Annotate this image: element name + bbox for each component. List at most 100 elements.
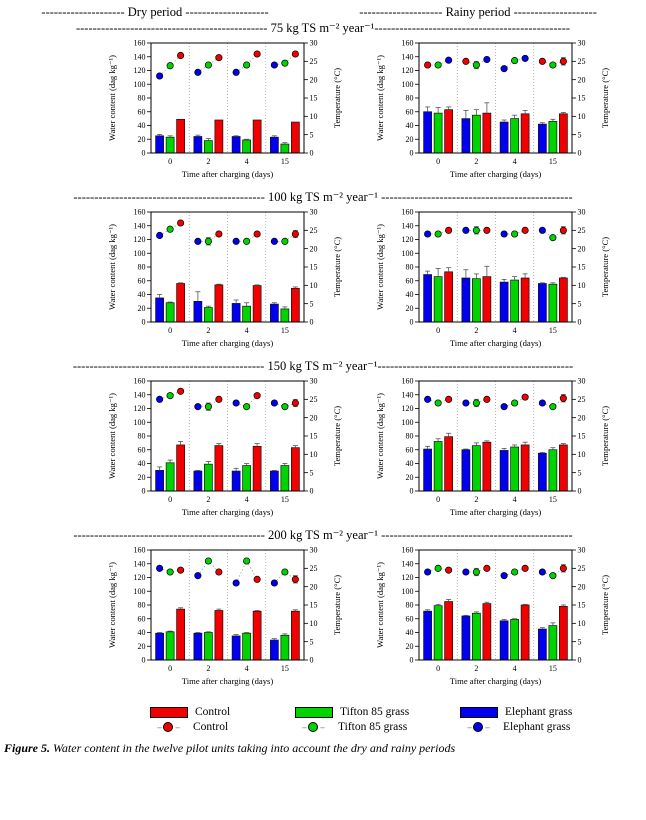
bar-g (548, 449, 558, 492)
temp-point-r (215, 568, 223, 576)
bar-b (499, 281, 509, 323)
bar-g (165, 631, 175, 661)
svg-text:0: 0 (168, 326, 172, 335)
temp-point-g (511, 230, 519, 238)
elephant-bar-swatch (460, 706, 498, 718)
temp-point-r (424, 61, 432, 69)
bar-r (520, 604, 530, 661)
bar-b (423, 448, 432, 492)
svg-text:120: 120 (402, 66, 414, 75)
x-axis-label: Time after charging (days) (450, 676, 542, 686)
bar-r (520, 113, 530, 154)
svg-text:20: 20 (138, 304, 146, 313)
legend-point-elephant: -- -- Elephant grass (460, 721, 635, 733)
temp-point-b (424, 568, 432, 576)
y-axis-right-label: Temperature (°C) (332, 68, 342, 128)
control-bar-swatch (150, 706, 188, 718)
bar-b (155, 470, 164, 492)
svg-text:4: 4 (513, 495, 517, 504)
subplot-rainy-100: 0 20 40 60 80 100 120 140 160 0 5 10 15 20 25 30 0 2 4 15 Wa… (372, 206, 634, 358)
legend-label: Control (193, 721, 229, 733)
temp-point-b (538, 226, 546, 234)
svg-text:25: 25 (310, 564, 318, 573)
bar-b (231, 136, 241, 154)
svg-text:100: 100 (402, 249, 414, 258)
bar-g (204, 632, 213, 661)
temp-point-b (462, 399, 470, 407)
bar-b (538, 123, 547, 154)
bar-b (193, 136, 203, 154)
svg-text:10: 10 (578, 619, 586, 628)
temp-point-g (511, 568, 519, 576)
svg-text:20: 20 (138, 135, 146, 144)
y-axis-left-label: Water content (dag kg⁻¹) (107, 224, 117, 310)
temp-point-g (243, 237, 251, 245)
chart-svg-rainy-100: 0 20 40 60 80 100 120 140 160 0 5 10 15 20 25 30 0 2 4 15 Wa… (375, 208, 610, 348)
temp-point-g (511, 57, 519, 65)
svg-text:0: 0 (310, 487, 314, 496)
bar-r (214, 284, 224, 323)
bar-b (155, 135, 164, 154)
svg-text:60: 60 (138, 107, 146, 116)
tifton-bar-swatch (295, 706, 333, 718)
svg-text:120: 120 (134, 404, 146, 413)
temp-point-r (483, 395, 491, 403)
bar-b (499, 620, 509, 661)
svg-text:15: 15 (281, 664, 289, 673)
svg-text:160: 160 (134, 546, 146, 555)
svg-text:20: 20 (310, 582, 318, 591)
svg-text:4: 4 (513, 157, 517, 166)
bar-g (433, 605, 443, 661)
svg-text:15: 15 (549, 664, 557, 673)
svg-text:60: 60 (406, 614, 414, 623)
svg-text:5: 5 (310, 130, 314, 139)
bar-r (176, 118, 185, 154)
temp-point-b (194, 572, 202, 580)
bar-g (472, 278, 481, 323)
bar-b (499, 450, 509, 492)
temp-point-r (521, 226, 529, 234)
y-axis-left-label: Water content (dag kg⁻¹) (375, 224, 385, 310)
bar-b (270, 470, 279, 492)
svg-text:160: 160 (402, 546, 414, 555)
y-axis-right-label: Temperature (°C) (332, 575, 342, 635)
svg-text:120: 120 (134, 235, 146, 244)
bar-r (176, 444, 185, 492)
temp-point-g (243, 403, 251, 411)
chart-svg-rainy-75: 0 20 40 60 80 100 120 140 160 0 5 10 15 20 25 30 0 2 4 15 Wa… (375, 39, 610, 179)
svg-text:0: 0 (578, 656, 582, 665)
bar-g (204, 140, 213, 154)
svg-text:2: 2 (206, 326, 210, 335)
chart-svg-dry-75: 0 20 40 60 80 100 120 140 160 0 5 10 15 20 25 30 0 2 4 15 Wa… (107, 39, 342, 179)
y-axis-left-label: Water content (dag kg⁻¹) (375, 562, 385, 648)
temp-point-g (472, 226, 480, 234)
legend-point-tifton: -- -- Tifton 85 grass (295, 721, 460, 733)
bar-g (280, 143, 290, 154)
temp-point-g (511, 399, 519, 407)
temp-point-r (253, 50, 261, 58)
svg-text:0: 0 (410, 656, 414, 665)
svg-text:25: 25 (578, 226, 586, 235)
svg-text:0: 0 (142, 487, 146, 496)
chart-svg-rainy-150: 0 20 40 60 80 100 120 140 160 0 5 10 15 20 25 30 0 2 4 15 Wa… (375, 377, 610, 517)
svg-text:4: 4 (513, 326, 517, 335)
svg-text:20: 20 (578, 244, 586, 253)
temp-point-b (483, 55, 491, 64)
bar-g (165, 462, 175, 492)
temp-connector (542, 230, 564, 239)
svg-text:60: 60 (406, 276, 414, 285)
bar-g (242, 305, 251, 323)
temp-point-b (521, 54, 529, 62)
temp-point-g (472, 568, 480, 576)
figure-5: -------------------- Dry period --------… (4, 5, 635, 755)
temp-point-r (177, 566, 185, 574)
svg-text:160: 160 (402, 39, 414, 48)
bar-g (433, 112, 443, 154)
temp-connector (503, 58, 526, 69)
svg-text:100: 100 (134, 80, 146, 89)
subplot-rainy-200: 0 20 40 60 80 100 120 140 160 0 5 10 15 20 25 30 0 2 4 15 Wa… (372, 544, 634, 696)
bar-r (214, 119, 224, 154)
bar-r (252, 119, 262, 154)
temp-point-b (270, 237, 278, 245)
caption-text: Water content in the twelve pilot units … (50, 741, 456, 755)
